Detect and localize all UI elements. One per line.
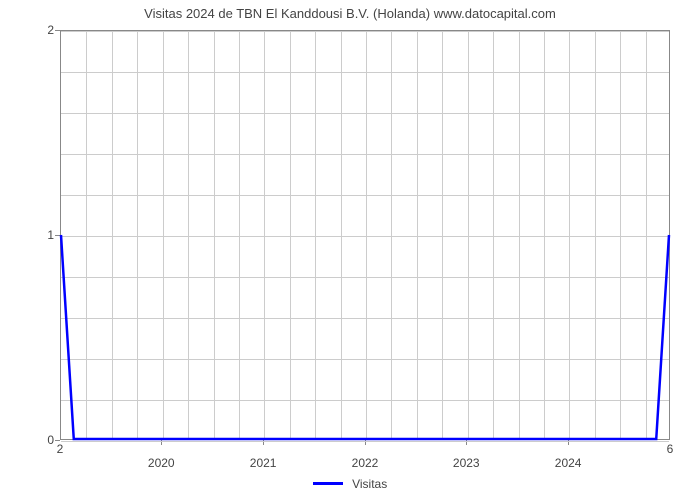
plot-area bbox=[60, 30, 670, 440]
grid-line-h bbox=[61, 441, 669, 442]
chart-title: Visitas 2024 de TBN El Kanddousi B.V. (H… bbox=[0, 6, 700, 21]
x-tick-label: 2022 bbox=[352, 456, 379, 470]
legend: Visitas bbox=[0, 476, 700, 491]
x-end-label-left: 2 bbox=[57, 442, 64, 456]
y-tick-mark bbox=[55, 440, 60, 441]
legend-label: Visitas bbox=[352, 477, 387, 491]
x-tick-label: 2024 bbox=[555, 456, 582, 470]
y-tick-label: 0 bbox=[14, 433, 54, 447]
x-end-label-right: 6 bbox=[667, 442, 674, 456]
legend-swatch bbox=[313, 482, 343, 485]
chart-container: Visitas 2024 de TBN El Kanddousi B.V. (H… bbox=[0, 0, 700, 500]
y-tick-label: 2 bbox=[14, 23, 54, 37]
x-tick-label: 2023 bbox=[453, 456, 480, 470]
y-tick-label: 1 bbox=[14, 228, 54, 242]
series-line bbox=[61, 31, 669, 439]
x-tick-label: 2020 bbox=[148, 456, 175, 470]
x-tick-label: 2021 bbox=[250, 456, 277, 470]
